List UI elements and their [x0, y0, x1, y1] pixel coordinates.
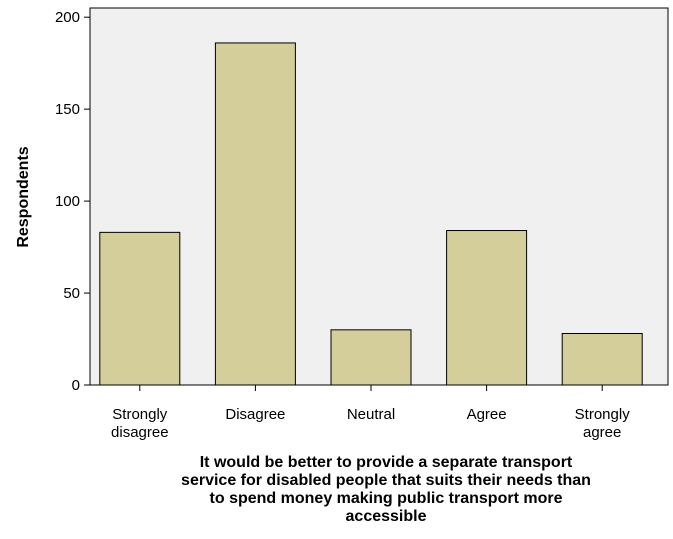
- y-tick-label: 50: [63, 285, 80, 302]
- bar: [99, 231, 181, 386]
- bar: [561, 333, 643, 386]
- x-tick-label: Disagree: [225, 406, 285, 423]
- plot-area: [89, 7, 669, 386]
- y-tick-label: 100: [55, 193, 80, 210]
- bar: [446, 230, 528, 386]
- x-axis-label: It would be better to provide a separate…: [181, 454, 591, 525]
- y-axis: 0 50 100 150 200: [55, 9, 90, 394]
- bar: [214, 42, 296, 386]
- x-tick-label: Agree: [467, 406, 507, 423]
- y-axis-label: Respondents: [15, 146, 32, 247]
- bar: [330, 329, 412, 386]
- bars-group: [99, 42, 643, 386]
- y-tick-label: 0: [72, 377, 80, 394]
- y-tick-label: 200: [55, 9, 80, 26]
- x-axis: Strongly disagree Disagree Neutral Agree Stro…: [111, 385, 630, 441]
- x-tick-label: Neutral: [347, 406, 395, 423]
- x-tick-label: Strongly disagree: [111, 406, 169, 441]
- x-axis-title: It would be better to provide a separate…: [181, 454, 591, 525]
- x-tick-label: Strongly agree: [575, 406, 631, 441]
- y-tick-label: 150: [55, 101, 80, 118]
